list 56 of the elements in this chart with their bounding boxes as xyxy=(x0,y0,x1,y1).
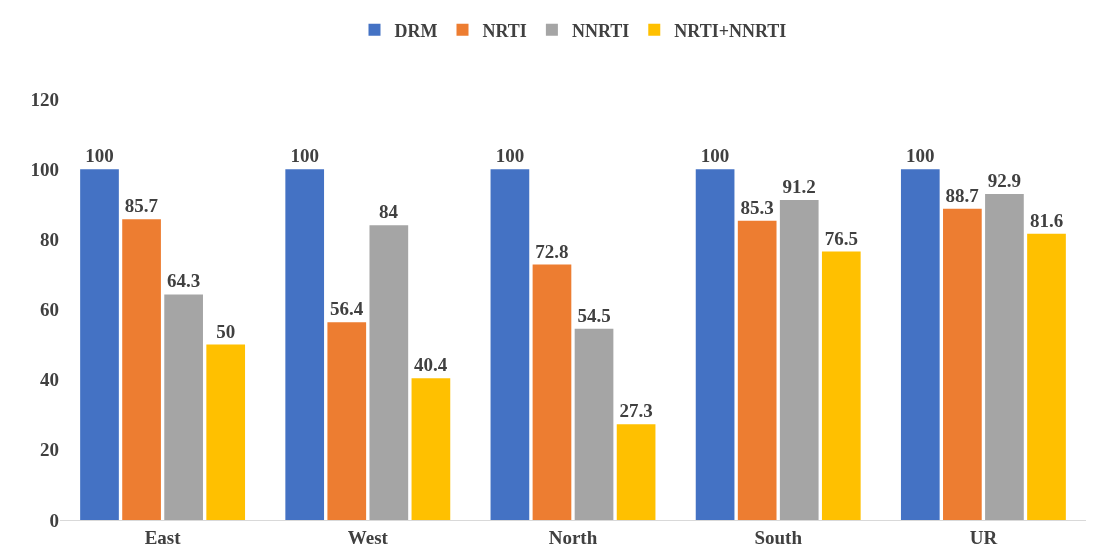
data-label: 100 xyxy=(700,145,730,167)
bar xyxy=(1027,233,1066,520)
bar xyxy=(779,200,819,520)
bar xyxy=(122,219,161,520)
y-tick-label: 80 xyxy=(40,228,59,250)
bar xyxy=(943,208,982,520)
data-label: 76.5 xyxy=(824,227,858,249)
data-label: 84 xyxy=(379,201,399,223)
x-tick-label: South xyxy=(754,526,803,548)
x-tick-label: West xyxy=(347,526,389,548)
bar xyxy=(327,322,367,520)
data-label: 85.3 xyxy=(740,196,774,218)
data-label: 92.9 xyxy=(987,170,1022,192)
data-label: 54.5 xyxy=(577,304,611,326)
legend-label: NRTI xyxy=(482,20,527,41)
data-label: 100 xyxy=(290,145,319,167)
y-tick-label: 120 xyxy=(30,88,59,110)
y-tick-label: 100 xyxy=(30,158,59,180)
data-label: 85.7 xyxy=(124,195,159,217)
data-label: 40.4 xyxy=(414,354,448,376)
bar xyxy=(695,169,735,520)
x-tick-label: UR xyxy=(969,526,998,548)
data-label: 50 xyxy=(216,320,236,342)
legend-label: NRTI+NNRTI xyxy=(674,20,787,41)
data-label: 64.3 xyxy=(167,270,201,292)
data-label: 88.7 xyxy=(945,184,980,206)
bar xyxy=(900,169,940,520)
data-label: 72.8 xyxy=(535,240,569,262)
bar xyxy=(574,328,614,520)
legend-label: DRM xyxy=(394,20,438,41)
data-label: 56.4 xyxy=(329,298,364,320)
data-label: 100 xyxy=(85,145,114,167)
bar xyxy=(616,424,656,520)
data-label: 91.2 xyxy=(782,176,816,198)
bar xyxy=(80,169,119,520)
y-tick-label: 20 xyxy=(40,439,59,461)
y-tick-label: 60 xyxy=(40,299,59,321)
bar xyxy=(285,169,325,520)
bar xyxy=(985,194,1024,520)
data-label: 27.3 xyxy=(619,400,653,422)
data-label: 81.6 xyxy=(1029,209,1064,231)
bar xyxy=(737,220,777,520)
x-tick-label: East xyxy=(144,526,182,548)
bar xyxy=(164,294,203,520)
y-tick-label: 40 xyxy=(40,369,59,391)
y-tick-label: 0 xyxy=(49,509,59,531)
data-label: 100 xyxy=(495,145,525,167)
data-label: 100 xyxy=(906,145,935,167)
bar xyxy=(369,225,409,520)
legend-label: NNRTI xyxy=(571,20,630,41)
bar xyxy=(206,344,246,520)
bar xyxy=(821,251,861,520)
bar xyxy=(532,264,572,520)
x-tick-label: North xyxy=(548,526,598,548)
bar xyxy=(490,169,530,520)
bar xyxy=(411,378,451,520)
